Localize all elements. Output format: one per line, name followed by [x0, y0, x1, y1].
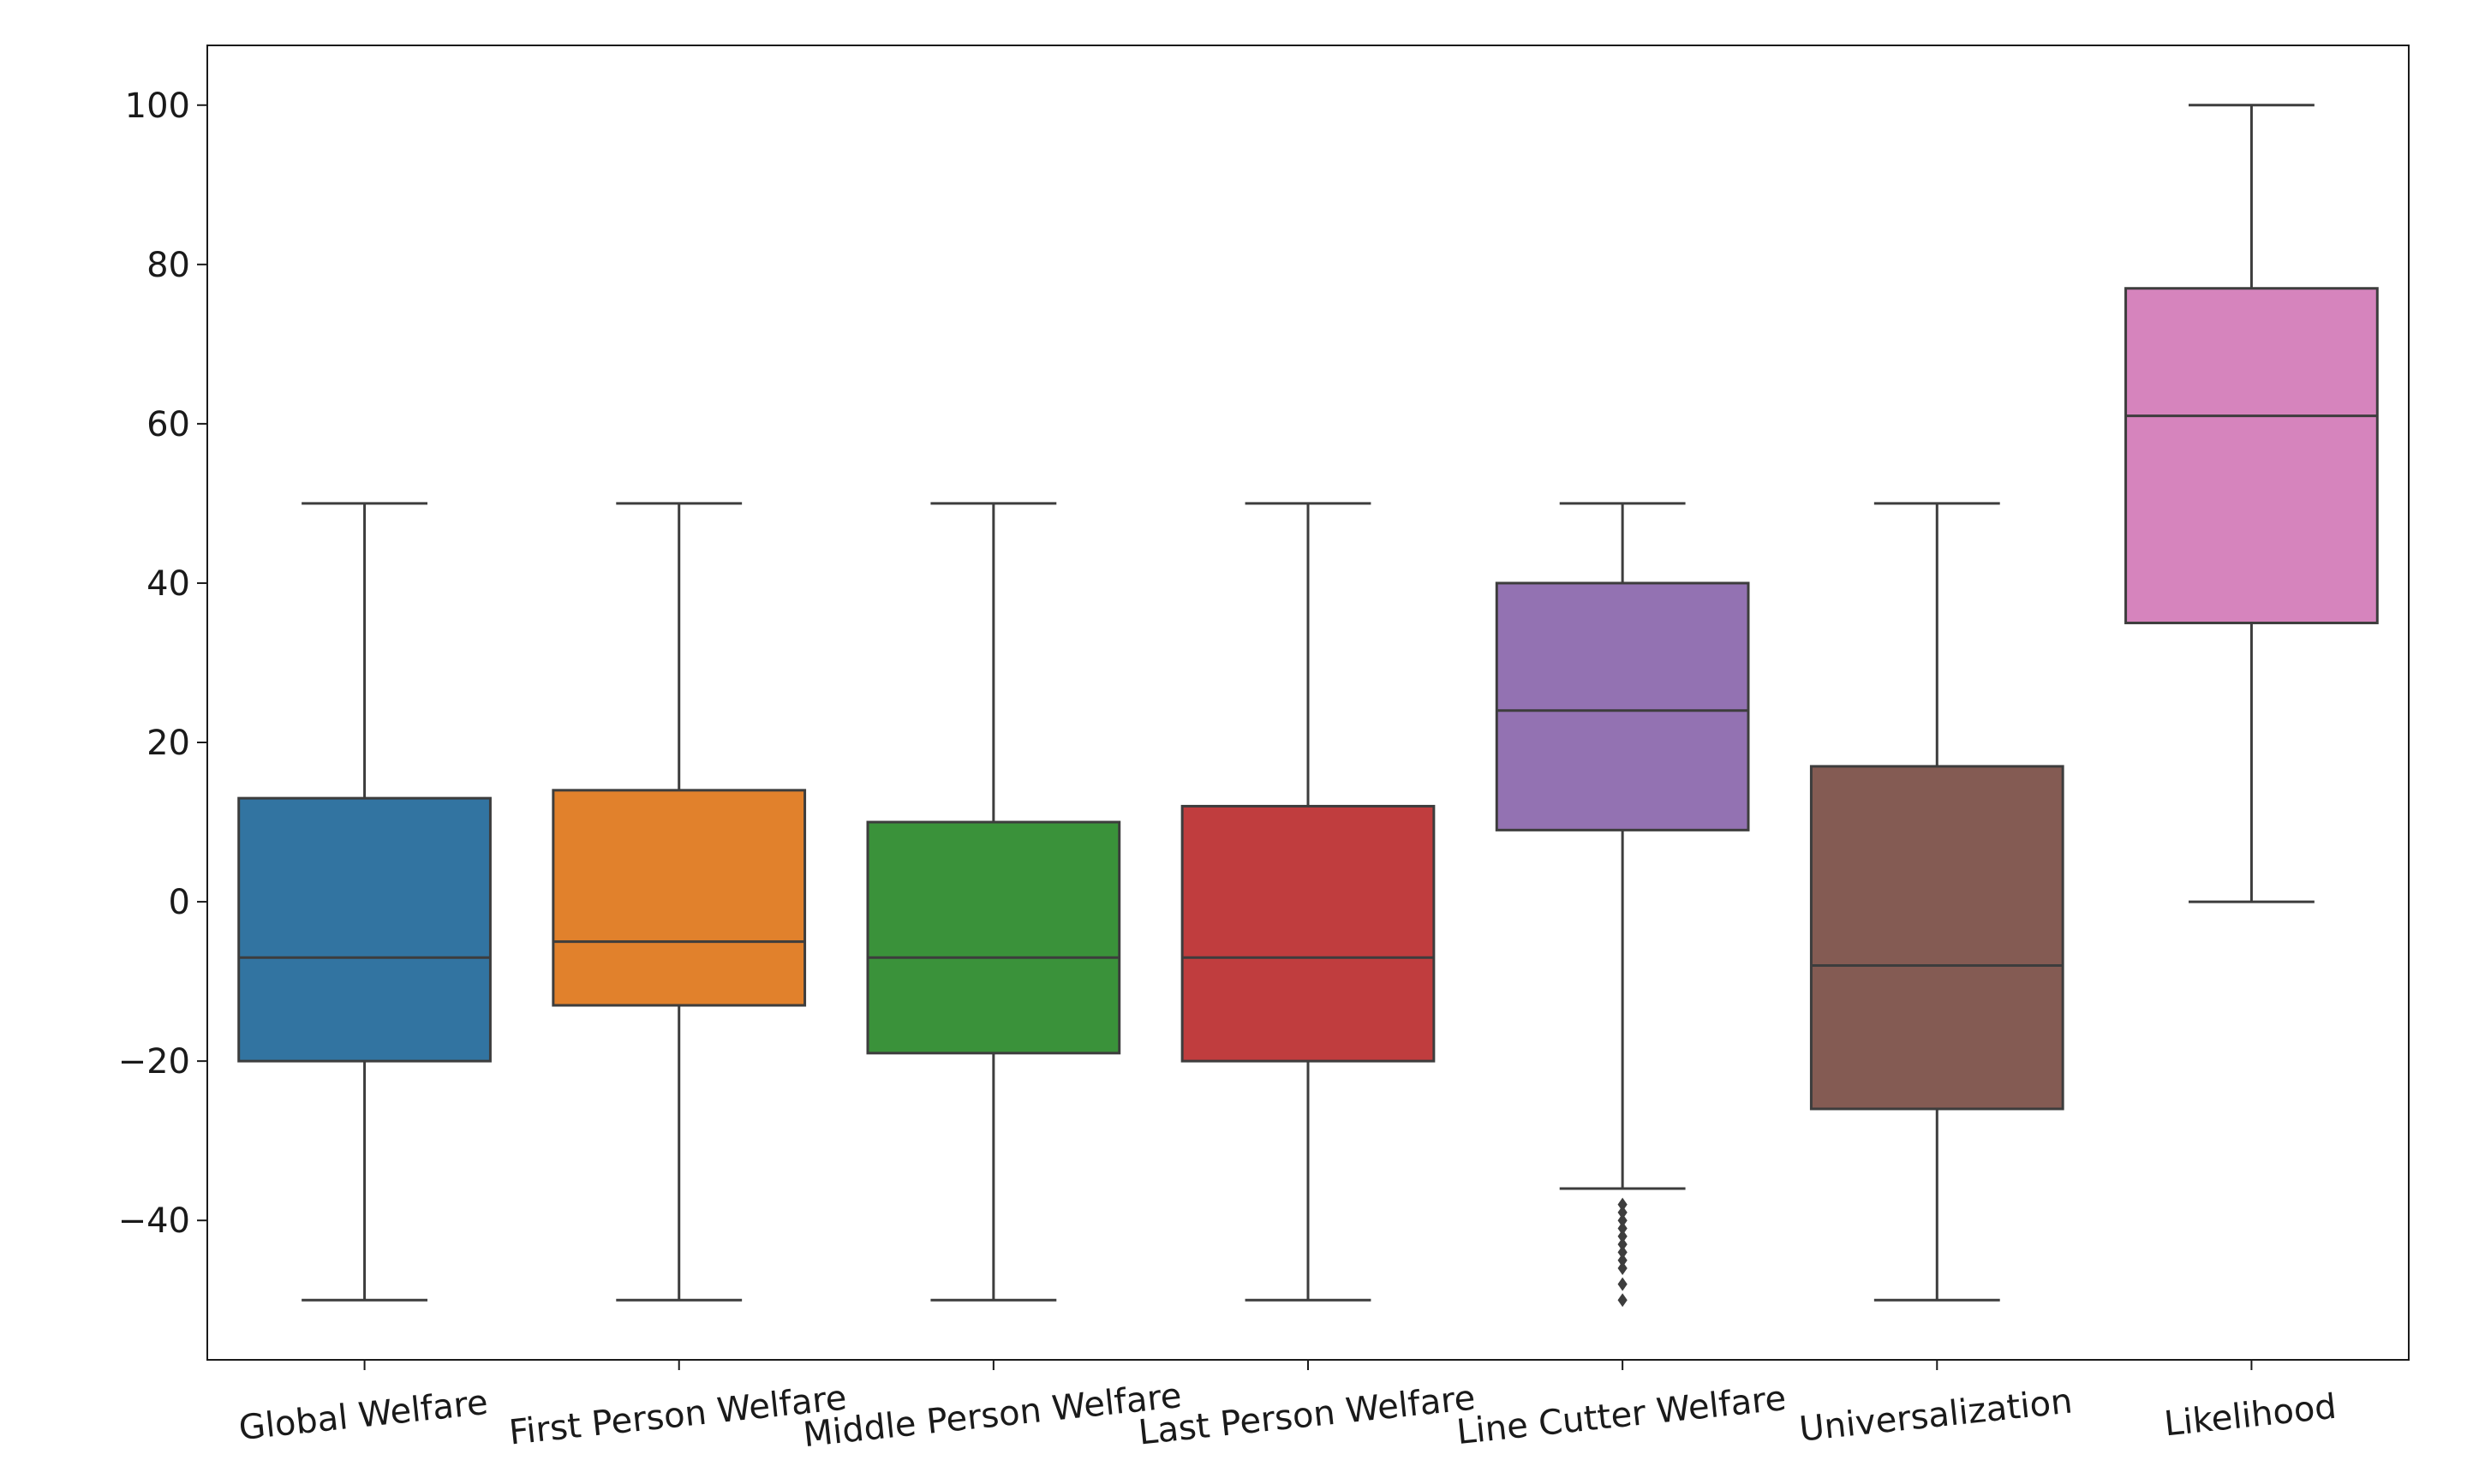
box-series-4	[1495, 502, 1750, 1308]
box-series-3	[1180, 502, 1436, 1302]
box-iqr	[237, 796, 492, 1063]
y-tick-label: −20	[118, 1042, 190, 1082]
y-axis: −40 −20 0 20 40 60 80 100	[118, 86, 207, 1241]
outlier-point	[1617, 1245, 1628, 1260]
outlier-point	[1617, 1253, 1628, 1267]
outlier-point	[1617, 1293, 1628, 1308]
y-tick-label: 80	[146, 246, 190, 285]
outlier-point	[1617, 1221, 1628, 1236]
outlier-point	[1617, 1197, 1628, 1212]
x-tick-label: Middle Person Welfare	[801, 1376, 1183, 1455]
box-iqr	[552, 789, 807, 1007]
outlier-point	[1617, 1261, 1628, 1276]
box-series-2	[866, 502, 1121, 1302]
box-series-1	[552, 502, 807, 1302]
box-iqr	[1495, 581, 1750, 831]
y-tick-label: 60	[146, 405, 190, 444]
y-tick-label: 0	[169, 883, 190, 922]
x-axis: Global Welfare First Person WelfareMiddle…	[237, 1360, 2339, 1455]
outlier-point	[1617, 1277, 1628, 1291]
x-tick-label: Universalization	[1797, 1381, 2074, 1449]
x-tick-label: Line Cutter Welfare	[1455, 1379, 1788, 1452]
y-tick-label: 100	[125, 86, 190, 126]
box-iqr	[2124, 287, 2379, 624]
x-tick-label: Last Person Welfare	[1137, 1379, 1478, 1453]
x-tick-label: Global Welfare	[237, 1383, 490, 1448]
box-iqr	[1809, 765, 2064, 1111]
outlier-point	[1617, 1237, 1628, 1252]
box-series-0	[237, 502, 492, 1302]
y-tick-label: 40	[146, 564, 190, 604]
y-tick-label: −40	[118, 1201, 190, 1241]
boxes-group	[237, 104, 2379, 1308]
outlier-point	[1617, 1213, 1628, 1228]
outlier-point	[1617, 1229, 1628, 1243]
x-tick-label: Likelihood	[2162, 1387, 2338, 1445]
outlier-point	[1617, 1205, 1628, 1219]
y-tick-label: 20	[146, 724, 190, 763]
x-tick-label: First Person Welfare	[507, 1379, 848, 1453]
box-series-6	[2124, 104, 2379, 903]
box-series-5	[1809, 502, 2064, 1302]
box-iqr	[866, 820, 1121, 1055]
box-iqr	[1180, 804, 1436, 1063]
